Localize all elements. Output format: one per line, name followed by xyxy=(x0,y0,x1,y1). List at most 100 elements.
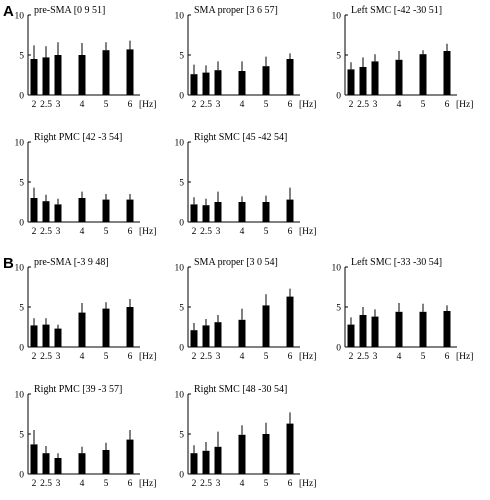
x-tick-label: 4 xyxy=(240,227,245,237)
x-tick-label: 2.5 xyxy=(357,352,369,362)
section-letter-b: B xyxy=(3,255,14,272)
bar xyxy=(78,312,86,347)
x-tick-label: 2 xyxy=(192,479,197,489)
bar xyxy=(238,71,246,95)
x-tick-label: 6 xyxy=(288,479,293,489)
bar xyxy=(262,202,270,222)
y-tick-label: 5 xyxy=(19,431,24,441)
x-tick-label: 2.5 xyxy=(40,479,52,489)
bar xyxy=(395,311,403,347)
x-tick-label: 5 xyxy=(104,479,109,489)
x-tick-label: 5 xyxy=(264,100,269,110)
bar xyxy=(190,330,198,347)
x-tick-label: 3 xyxy=(216,352,221,362)
x-unit-label: [Hz] xyxy=(299,227,316,237)
section-letter-a: A xyxy=(3,3,14,20)
panel-title: Right PMC [42 -3 54] xyxy=(34,132,122,143)
bar xyxy=(419,54,427,95)
bar xyxy=(54,204,62,222)
bar xyxy=(78,453,86,474)
bar xyxy=(214,202,222,222)
x-tick-label: 2 xyxy=(192,227,197,237)
x-tick-label: 3 xyxy=(216,479,221,489)
panel-a-3: Left SMC [-42 -30 51] 0 5 10 2 2.5 3 4 5 6 [Hz] xyxy=(332,5,474,110)
bar xyxy=(286,59,294,95)
x-tick-label: 2 xyxy=(32,479,37,489)
x-tick-label: 5 xyxy=(104,352,109,362)
bar xyxy=(202,72,210,95)
x-tick-label: 5 xyxy=(264,227,269,237)
panel-title: SMA proper [3 0 54] xyxy=(194,257,278,268)
y-tick-label: 5 xyxy=(179,304,184,314)
bar xyxy=(126,439,134,474)
x-tick-label: 3 xyxy=(373,352,378,362)
y-tick-label: 0 xyxy=(179,471,184,481)
y-tick-label: 5 xyxy=(19,52,24,62)
bar xyxy=(395,59,403,95)
bar xyxy=(371,316,379,347)
x-tick-label: 3 xyxy=(373,100,378,110)
x-tick-label: 4 xyxy=(240,352,245,362)
x-tick-label: 2 xyxy=(192,352,197,362)
x-unit-label: [Hz] xyxy=(456,352,473,362)
x-tick-label: 6 xyxy=(128,227,133,237)
x-unit-label: [Hz] xyxy=(139,352,156,362)
panel-b-4: Right PMC [39 -3 57] 0 5 10 2 2.5 3 4 5 6 [Hz] xyxy=(15,384,157,489)
x-unit-label: [Hz] xyxy=(139,227,156,237)
bar xyxy=(262,66,270,95)
x-tick-label: 2.5 xyxy=(40,227,52,237)
bar xyxy=(262,434,270,474)
x-tick-label: 6 xyxy=(445,352,450,362)
panel-a-2: SMA proper [3 6 57] 0 5 10 2 2.5 3 4 5 6 [Hz] xyxy=(175,5,317,110)
x-tick-label: 2 xyxy=(349,352,354,362)
x-tick-label: 2.5 xyxy=(200,227,212,237)
y-tick-label: 0 xyxy=(19,219,24,229)
bar xyxy=(126,307,134,347)
x-tick-label: 6 xyxy=(128,479,133,489)
y-tick-label: 10 xyxy=(332,264,342,274)
bar xyxy=(102,50,110,95)
bar xyxy=(214,322,222,347)
y-tick-label: 5 xyxy=(179,52,184,62)
y-tick-label: 0 xyxy=(19,344,24,354)
bar xyxy=(102,199,110,222)
x-unit-label: [Hz] xyxy=(456,100,473,110)
x-unit-label: [Hz] xyxy=(139,100,156,110)
x-tick-label: 3 xyxy=(56,479,61,489)
bar xyxy=(238,319,246,347)
bar xyxy=(102,450,110,474)
x-tick-label: 4 xyxy=(80,100,85,110)
panel-b-1: pre-SMA [-3 9 48] 0 5 10 2 2.5 3 4 5 6 [Hz] xyxy=(15,257,157,362)
bar xyxy=(126,49,134,95)
bar xyxy=(286,296,294,347)
bar xyxy=(30,444,38,474)
x-tick-label: 2.5 xyxy=(40,352,52,362)
bar xyxy=(42,201,50,222)
x-tick-label: 5 xyxy=(104,100,109,110)
x-tick-label: 2 xyxy=(349,100,354,110)
bar xyxy=(30,59,38,95)
panel-title: Right SMC [48 -30 54] xyxy=(194,384,287,395)
bar xyxy=(78,55,86,95)
x-tick-label: 4 xyxy=(80,479,85,489)
y-tick-label: 10 xyxy=(332,12,342,22)
y-tick-label: 5 xyxy=(179,431,184,441)
bar xyxy=(286,423,294,474)
panel-title: SMA proper [3 6 57] xyxy=(194,5,278,16)
bar xyxy=(42,57,50,95)
bar xyxy=(126,199,134,222)
bar xyxy=(238,202,246,222)
panel-a-1: pre-SMA [0 9 51] 0 5 10 2 2.5 3 4 5 6 [Hz] xyxy=(15,5,157,110)
x-tick-label: 2.5 xyxy=(40,100,52,110)
bar xyxy=(443,51,451,95)
bar xyxy=(238,434,246,474)
bar xyxy=(54,458,62,474)
x-tick-label: 3 xyxy=(56,100,61,110)
x-tick-label: 6 xyxy=(288,100,293,110)
bar xyxy=(419,311,427,347)
y-tick-label: 10 xyxy=(15,264,25,274)
panel-title: pre-SMA [-3 9 48] xyxy=(34,257,109,268)
x-tick-label: 2 xyxy=(32,352,37,362)
x-tick-label: 2.5 xyxy=(200,100,212,110)
x-tick-label: 2 xyxy=(32,227,37,237)
